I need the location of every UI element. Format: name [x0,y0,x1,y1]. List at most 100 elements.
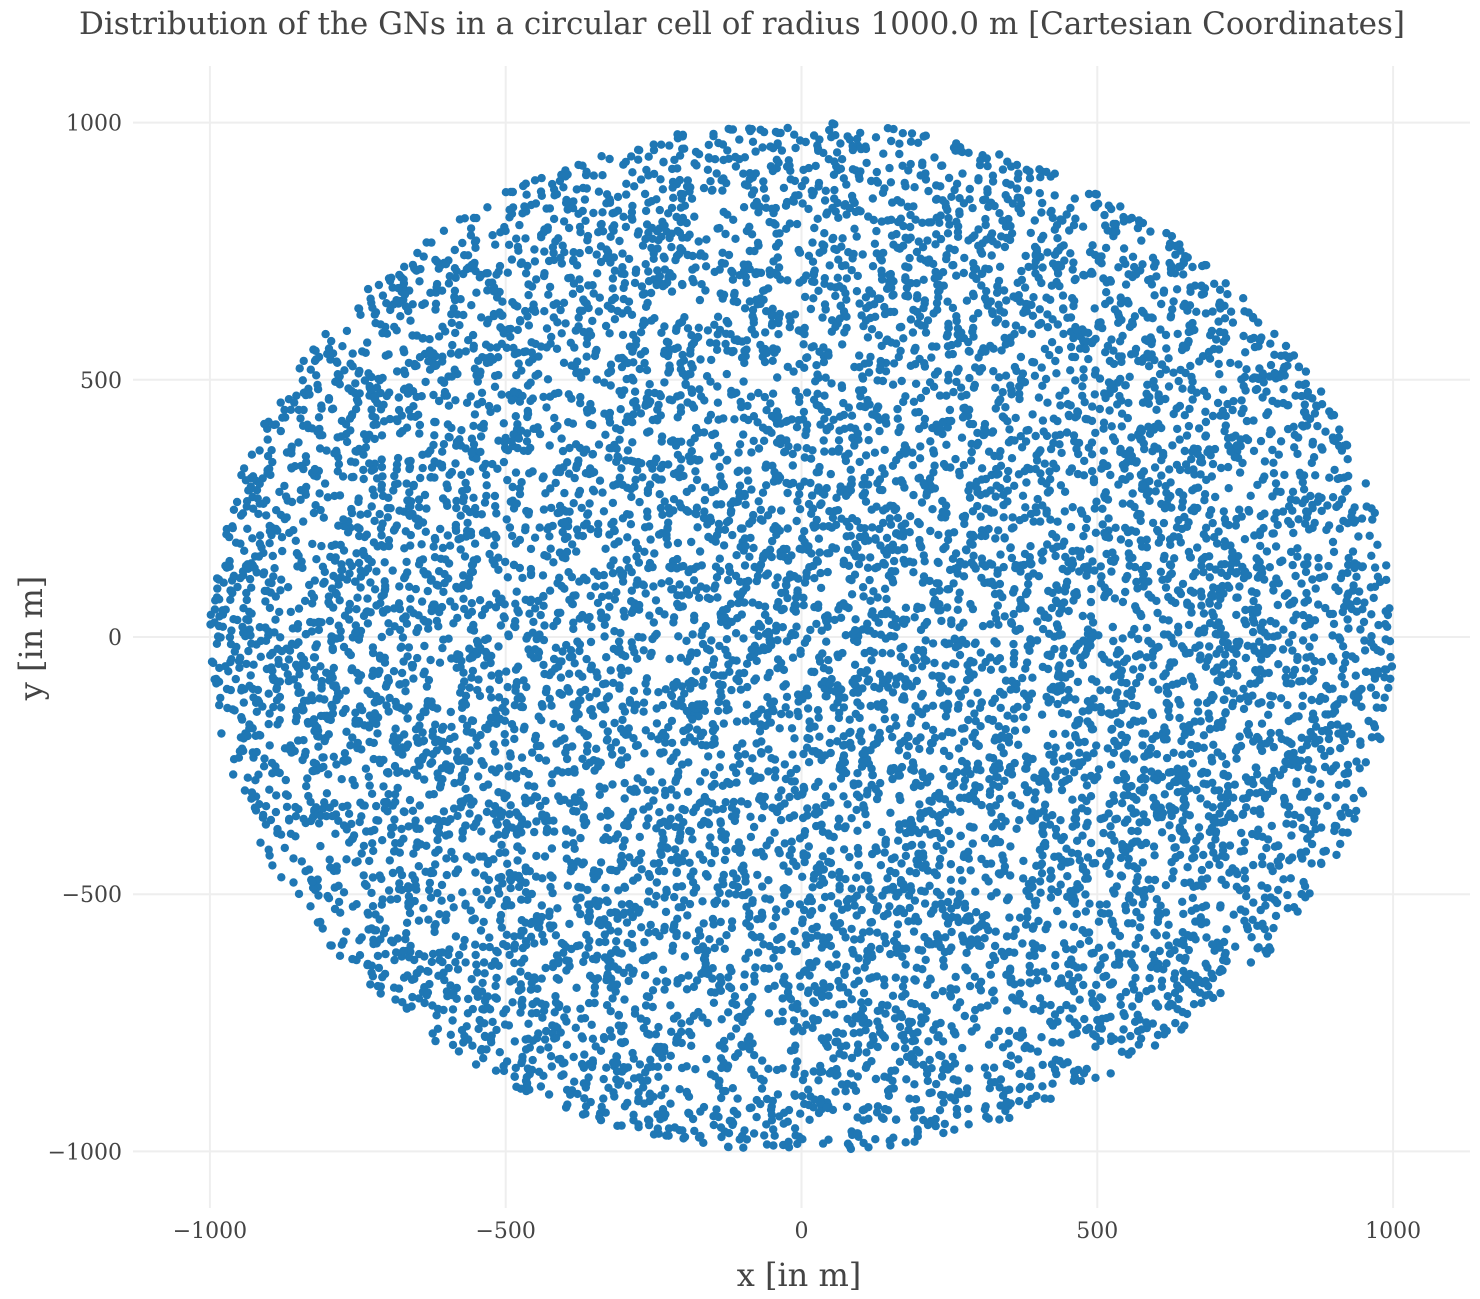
gn-point [330,904,340,914]
gn-point [723,575,733,585]
gn-point [631,268,640,277]
gn-point [635,1060,645,1069]
gn-point [1007,454,1017,463]
gn-point [671,822,680,832]
gn-point [633,466,642,475]
gn-point [1079,980,1088,990]
gn-point [785,710,794,719]
gn-point [1230,813,1239,823]
gn-point [739,982,749,992]
gn-point [1269,458,1278,467]
gn-point [649,582,658,591]
gn-point [1042,293,1051,302]
gn-point [296,414,305,423]
gn-point [864,480,873,489]
gn-point [918,218,927,227]
gn-point [951,643,960,652]
gn-point [960,737,969,746]
gn-point [1289,528,1298,538]
gn-point [1029,293,1038,302]
gn-point [1118,597,1128,607]
gn-point [1309,633,1319,642]
gn-point [753,870,762,880]
gn-point [283,583,293,592]
gn-point [1323,501,1332,510]
gn-point [964,1064,974,1073]
gn-point [982,911,991,920]
gn-point [800,638,810,647]
gn-point [748,896,757,905]
gn-point [641,260,650,269]
gn-point [1188,377,1197,386]
gn-point [687,360,696,369]
gn-point [827,724,836,734]
gn-point [722,931,731,940]
gn-point [1235,582,1244,591]
gn-point [1240,307,1249,316]
gn-point [576,788,585,797]
gn-point [1095,404,1105,414]
gn-point [496,621,506,630]
gn-point [518,573,527,583]
gn-point [430,431,439,440]
gn-point [989,1063,999,1072]
gn-point [771,580,780,590]
gn-point [848,254,857,263]
gn-point [1208,411,1218,421]
gn-point [1150,463,1160,472]
gn-point [989,344,998,353]
gn-point [1248,915,1257,924]
gn-point [1142,623,1152,633]
gn-point [945,565,955,575]
gn-point [1116,871,1126,880]
gn-point [665,577,674,586]
gn-point [448,340,457,350]
gn-point [603,727,612,736]
gn-point [608,284,617,293]
gn-point [685,652,695,661]
gn-point [572,525,582,534]
gn-point [1302,412,1311,421]
gn-point [943,919,953,928]
gn-point [346,457,356,466]
gn-point [1340,736,1350,746]
gn-point [510,940,520,949]
gn-point [875,944,884,954]
gn-point [644,992,654,1002]
gn-point [942,391,951,400]
gn-point [515,220,524,230]
gn-point [793,707,802,717]
gn-point [642,821,651,830]
gn-point [1240,838,1250,847]
gn-point [544,1090,554,1099]
gn-point [432,1011,441,1020]
gn-point [377,462,387,472]
gn-point [1162,931,1171,940]
gn-point [800,1009,809,1018]
gn-point [634,227,643,236]
gn-point [643,897,653,906]
gn-point [687,447,696,456]
gn-point [1154,538,1164,547]
gn-point [1172,404,1181,413]
gn-point [513,325,522,335]
gn-point [550,424,559,434]
gn-point [1338,828,1347,837]
gn-point [1073,677,1083,687]
gn-point [416,473,425,483]
gn-point [949,579,958,588]
gn-point [519,766,529,776]
gn-point [889,556,899,566]
gn-point [1160,790,1170,799]
gn-point [1135,650,1144,659]
gn-point [776,802,785,811]
gn-point [673,554,682,564]
gn-point [1106,1069,1115,1078]
gn-point [719,290,729,299]
gn-point [1108,548,1117,557]
gn-point [885,902,894,911]
gn-point [971,887,980,896]
gn-point [1150,291,1159,300]
gn-point [804,842,813,851]
gn-point [812,361,821,370]
